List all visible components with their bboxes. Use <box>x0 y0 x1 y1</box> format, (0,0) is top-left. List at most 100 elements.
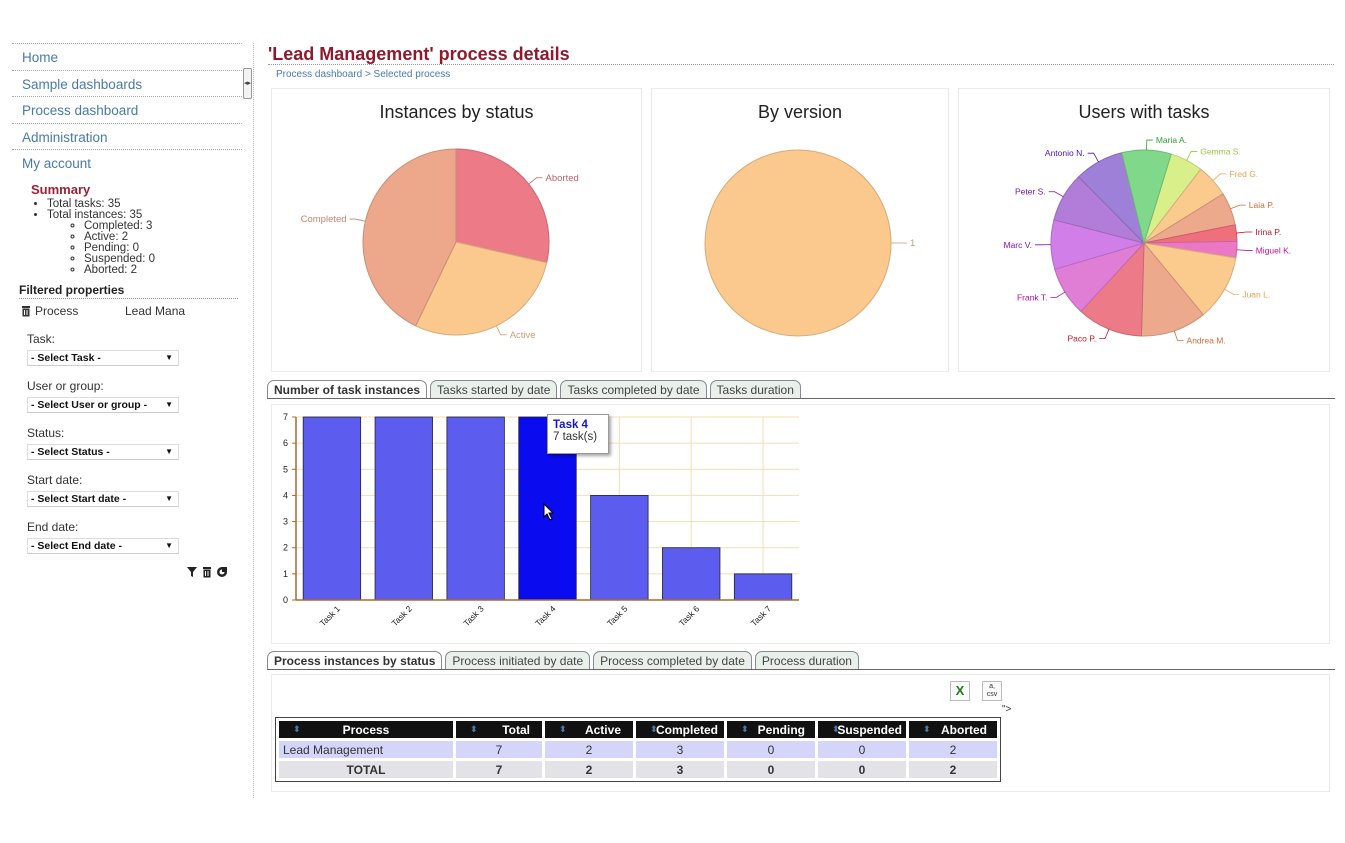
table-row[interactable]: Lead Management 7 2 3 0 0 2 <box>279 741 997 758</box>
pie-slice-maria-a[interactable] <box>1121 149 1172 245</box>
by-version-panel: By version 1 <box>651 88 949 372</box>
summary-aborted: Aborted: 2 <box>84 264 242 276</box>
dropdown-arrow-icon: ▼ <box>165 540 173 550</box>
pie-leader-line <box>1050 291 1066 298</box>
filter-icon[interactable] <box>186 566 198 578</box>
pie-slice-andrea-m[interactable] <box>1140 241 1204 337</box>
column-header-total[interactable]: ⬍ Total <box>456 721 542 738</box>
column-header-aborted[interactable]: ⬍ Aborted <box>909 721 997 738</box>
nav-my-account[interactable]: My account <box>12 149 242 176</box>
summary-active: Active: 2 <box>84 231 242 243</box>
bar-task-7[interactable] <box>733 573 793 601</box>
pie-slice-juan-l[interactable] <box>1142 242 1237 316</box>
export-csv-icon[interactable]: a, csv <box>982 681 1002 701</box>
dropdown-arrow-icon: ▼ <box>165 446 173 456</box>
tab-process-initiated-by-date[interactable]: Process initiated by date <box>445 651 591 669</box>
process-status-table: ⬍ Process ⬍ Total ⬍ Active ⬍ Completed ⬍ Pend… <box>275 717 1001 782</box>
filter-actions <box>186 566 228 578</box>
summary-suspended: Suspended: 0 <box>84 253 242 265</box>
nav-administration[interactable]: Administration <box>12 122 242 150</box>
pie-slice-paco-p[interactable] <box>1080 241 1145 337</box>
task-instances-bar-chart: 0 1 2 3 4 5 6 7 Task 1 Task 2 Task 3 Task 4 Task 5 Ta… <box>283 412 799 628</box>
sort-icon: ⬍ <box>650 724 658 734</box>
table-cell: 0 <box>818 761 906 778</box>
pie-leader-line <box>1212 173 1227 181</box>
table-total-row: TOTAL 7 2 3 0 0 2 <box>279 761 997 778</box>
pie-leader-line <box>1224 288 1240 295</box>
trash-icon[interactable] <box>20 305 32 317</box>
pie-slice-1[interactable] <box>704 149 892 337</box>
column-header-label: Completed <box>655 722 718 737</box>
chart-tabs-baseline <box>267 398 1335 399</box>
tab-process-duration[interactable]: Process duration <box>754 651 859 669</box>
bar-task-5[interactable] <box>590 495 649 601</box>
filtered-property-row: Process Lead Mana <box>20 304 242 318</box>
users-with-tasks-title: Users with tasks <box>1078 102 1210 122</box>
pie-leader-line <box>1146 139 1153 151</box>
user-select[interactable]: - Select User or group - ▼ <box>27 396 179 413</box>
pie-leader-line <box>1230 204 1246 210</box>
column-header-pending[interactable]: ⬍ Pending <box>727 721 815 738</box>
summary-total-tasks: Total tasks: 35 <box>47 198 242 210</box>
nav-sample-dashboards[interactable]: Sample dashboards <box>12 69 242 97</box>
task-filter-label: Task: <box>27 331 56 346</box>
column-header-active[interactable]: ⬍ Active <box>545 721 633 738</box>
tab-tasks-completed-by-date[interactable]: Tasks completed by date <box>560 380 707 398</box>
pie-label-fred-g: Fred G. <box>1229 169 1258 179</box>
task-select[interactable]: - Select Task - ▼ <box>27 349 179 366</box>
bar-task-2[interactable] <box>374 416 433 601</box>
tab-process-instances-by-status[interactable]: Process instances by status <box>267 651 443 669</box>
table-cell: 0 <box>727 741 815 758</box>
y-tick-label: 4 <box>283 490 288 500</box>
stray-markup-text: "> <box>1002 704 1012 715</box>
y-tick-label: 7 <box>283 412 288 422</box>
bar-task-1[interactable] <box>302 416 362 601</box>
chart-tooltip: Task 4 7 task(s) <box>547 414 609 454</box>
status-select[interactable]: - Select Status - ▼ <box>27 443 179 460</box>
dropdown-arrow-icon: ▼ <box>165 399 173 409</box>
task-instances-panel <box>271 404 1330 644</box>
column-header-label: Process <box>342 722 390 737</box>
bar-task-3[interactable] <box>446 416 505 601</box>
column-header-process[interactable]: ⬍ Process <box>279 721 453 738</box>
export-excel-icon[interactable]: X <box>950 681 970 701</box>
end-date-select-value: - Select End date - <box>31 539 123 552</box>
chart-tabs: Number of task instances Tasks started b… <box>267 380 801 398</box>
task-filter: Task: - Select Task - ▼ <box>12 332 242 366</box>
column-header-suspended[interactable]: ⬍ Suspended <box>818 721 906 738</box>
summary-list: Total tasks: 35 Total instances: 35 Comp… <box>12 198 242 276</box>
x-tick-label: Task 7 <box>749 603 774 628</box>
x-tick-label: Task 5 <box>605 603 630 628</box>
summary-total-instances: Total instances: 35 Completed: 3 Active:… <box>47 209 242 276</box>
tab-tasks-duration[interactable]: Tasks duration <box>709 380 801 398</box>
tab-tasks-started-by-date[interactable]: Tasks started by date <box>430 380 558 398</box>
tab-process-completed-by-date[interactable]: Process completed by date <box>593 651 752 669</box>
filtered-property-value: Lead Mana <box>125 303 186 318</box>
nav-process-dashboard[interactable]: Process dashboard <box>12 96 242 123</box>
refresh-icon[interactable] <box>216 566 228 578</box>
pie-leader-line <box>1236 249 1253 251</box>
start-date-select[interactable]: - Select Start date - ▼ <box>27 490 179 507</box>
trash-icon[interactable] <box>201 566 213 578</box>
pie-slice-completed[interactable] <box>362 148 457 327</box>
table-cell: 7 <box>456 741 542 758</box>
bar-task-6[interactable] <box>662 547 721 601</box>
sidebar-collapse-handle[interactable]: ◂▸ <box>243 68 252 99</box>
tab-number-of-task-instances[interactable]: Number of task instances <box>267 380 428 398</box>
summary-title: Summary <box>31 181 91 197</box>
user-filter-label: User or group: <box>27 378 104 393</box>
sort-icon: ⬍ <box>559 724 567 734</box>
pie-label-aborted: Aborted <box>546 173 579 184</box>
table-cell: Lead Management <box>279 741 453 758</box>
pie-slice-active[interactable] <box>414 241 548 336</box>
table-panel <box>271 674 1330 792</box>
status-filter: Status: - Select Status - ▼ <box>12 426 242 460</box>
end-date-select[interactable]: - Select End date - ▼ <box>27 537 179 554</box>
nav-home[interactable]: Home <box>12 43 242 70</box>
pie-slice-aborted[interactable] <box>455 148 550 264</box>
status-select-value: - Select Status - <box>31 445 110 458</box>
breadcrumb[interactable]: Process dashboard > Selected process <box>276 69 451 80</box>
x-tick-label: Task 6 <box>677 603 702 628</box>
pie-leader-line <box>528 177 543 185</box>
column-header-completed[interactable]: ⬍ Completed <box>636 721 724 738</box>
